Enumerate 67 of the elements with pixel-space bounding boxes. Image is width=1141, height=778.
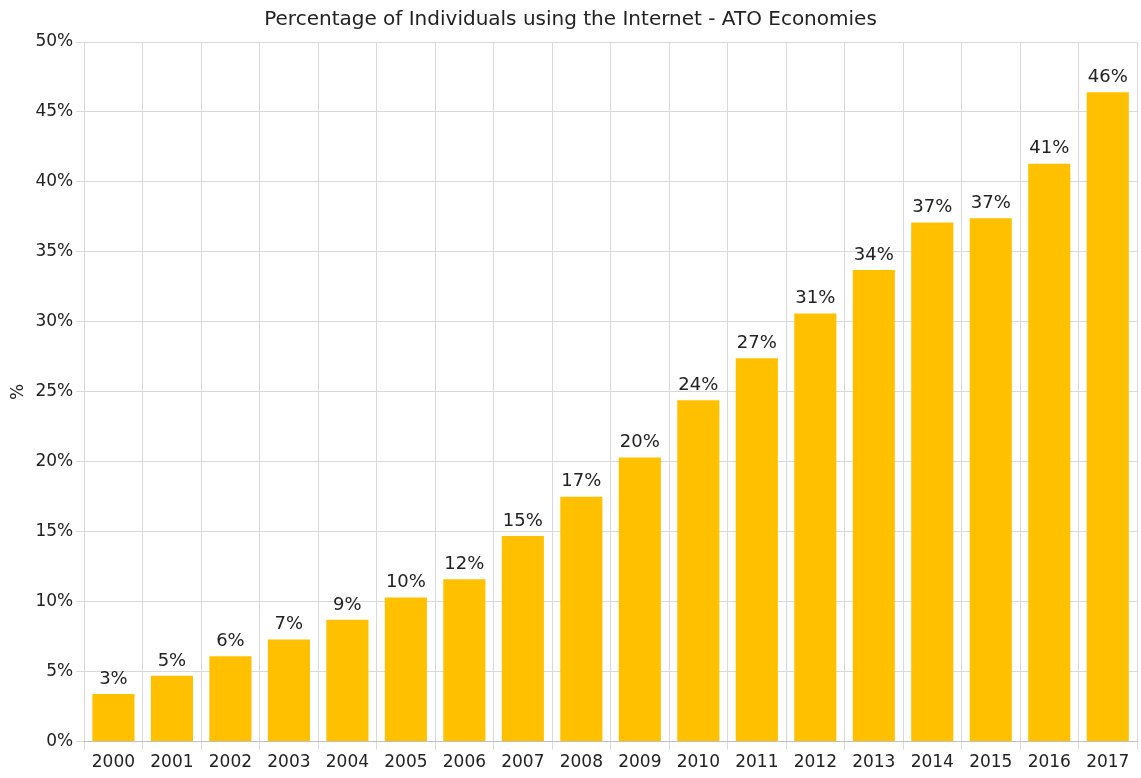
x-tick-label: 2012 bbox=[793, 751, 837, 772]
bar bbox=[92, 694, 135, 742]
y-tick-label: 35% bbox=[35, 240, 74, 261]
x-tick-label: 2003 bbox=[267, 751, 311, 772]
bar bbox=[735, 358, 778, 742]
y-tick-label: 25% bbox=[35, 380, 74, 401]
bar bbox=[384, 597, 427, 742]
y-tick-label: 50% bbox=[35, 30, 74, 51]
y-tick-label: 10% bbox=[35, 590, 74, 611]
bar bbox=[1086, 92, 1129, 742]
bar bbox=[209, 656, 252, 742]
x-tick-label: 2009 bbox=[618, 751, 662, 772]
x-tick-label: 2001 bbox=[150, 751, 194, 772]
data-label: 37% bbox=[912, 195, 953, 217]
bar bbox=[794, 313, 837, 742]
bar bbox=[501, 535, 544, 742]
data-label: 5% bbox=[157, 648, 187, 670]
data-label: 37% bbox=[970, 190, 1011, 212]
y-tick-label: 45% bbox=[35, 100, 74, 121]
data-label: 20% bbox=[619, 430, 660, 452]
x-tick-label: 2002 bbox=[208, 751, 253, 772]
data-label: 46% bbox=[1087, 65, 1128, 87]
y-tick-label: 40% bbox=[35, 170, 74, 191]
x-tick-label: 2017 bbox=[1086, 751, 1130, 772]
chart-title: Percentage of Individuals using the Internet - ATO Economies bbox=[264, 6, 877, 31]
data-label: 3% bbox=[99, 666, 128, 688]
bar bbox=[1028, 163, 1071, 742]
x-tick-label: 2005 bbox=[384, 751, 428, 772]
x-tick-label: 2010 bbox=[676, 751, 720, 772]
bar bbox=[267, 639, 310, 742]
data-label: 6% bbox=[216, 628, 245, 650]
bar bbox=[618, 457, 661, 742]
x-tick-label: 2015 bbox=[969, 751, 1013, 772]
y-axis-title: % bbox=[6, 383, 27, 400]
data-label: 12% bbox=[444, 551, 485, 573]
bar bbox=[150, 675, 193, 742]
bar bbox=[560, 496, 603, 742]
data-label: 15% bbox=[502, 508, 543, 530]
bar bbox=[443, 579, 486, 742]
data-label: 17% bbox=[561, 469, 602, 491]
bar bbox=[911, 222, 954, 742]
bar bbox=[969, 218, 1012, 742]
bar bbox=[326, 619, 369, 742]
x-tick-label: 2007 bbox=[501, 751, 545, 772]
data-label: 27% bbox=[736, 330, 777, 352]
data-label: 34% bbox=[853, 242, 894, 264]
x-tick-label: 2014 bbox=[910, 751, 954, 772]
y-tick-label: 15% bbox=[35, 520, 74, 541]
y-tick-label: 20% bbox=[35, 450, 74, 471]
bar bbox=[677, 400, 720, 742]
data-label: 24% bbox=[678, 372, 719, 394]
x-tick-label: 2013 bbox=[852, 751, 896, 772]
data-label: 9% bbox=[333, 592, 362, 614]
data-label: 10% bbox=[385, 570, 426, 592]
y-tick-label: 5% bbox=[46, 660, 74, 681]
x-tick-label: 2008 bbox=[559, 751, 603, 772]
x-tick-label: 2004 bbox=[325, 751, 370, 772]
data-label: 7% bbox=[274, 612, 304, 634]
data-label: 31% bbox=[795, 286, 836, 308]
data-label: 41% bbox=[1029, 136, 1070, 158]
x-tick-label: 2000 bbox=[91, 751, 136, 772]
x-tick-label: 2016 bbox=[1027, 751, 1071, 772]
x-tick-label: 2011 bbox=[735, 751, 779, 772]
bar bbox=[852, 270, 895, 742]
x-tick-label: 2006 bbox=[442, 751, 486, 772]
y-tick-label: 0% bbox=[46, 730, 74, 751]
y-tick-label: 30% bbox=[35, 310, 74, 331]
